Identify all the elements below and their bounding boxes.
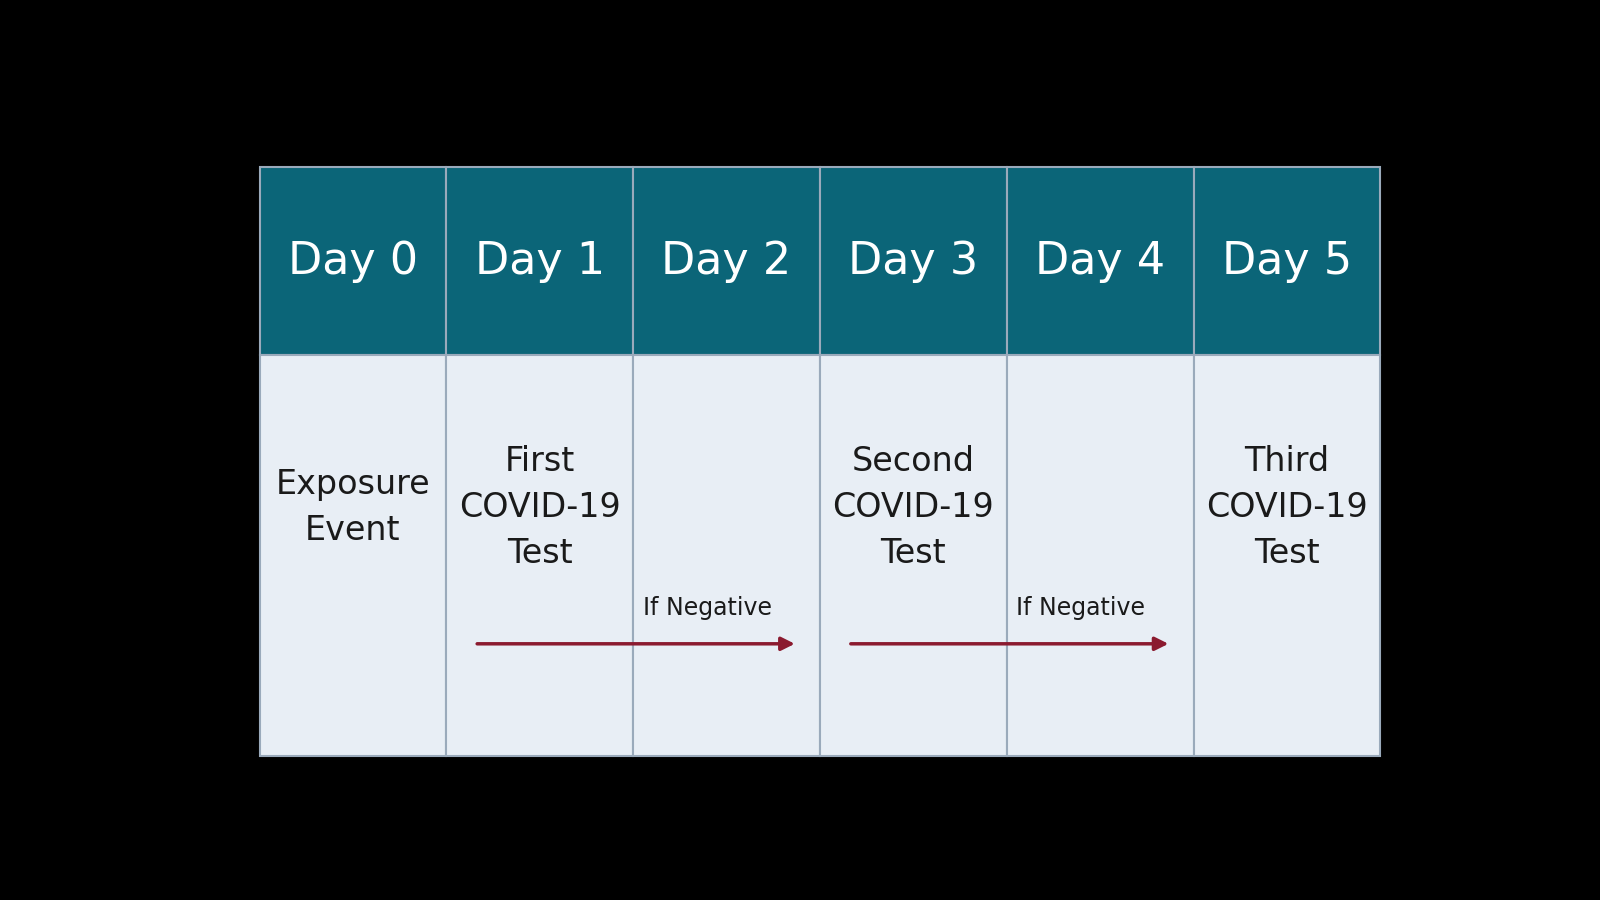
Bar — [259, 166, 446, 356]
Bar — [819, 356, 1006, 756]
Text: Day 5: Day 5 — [1222, 239, 1352, 283]
Text: Exposure
Event: Exposure Event — [275, 468, 430, 547]
Text: Day 2: Day 2 — [661, 239, 792, 283]
Text: Third
COVID-19
Test: Third COVID-19 Test — [1206, 446, 1368, 570]
Text: Day 4: Day 4 — [1035, 239, 1165, 283]
Bar — [259, 356, 446, 756]
Text: Day 3: Day 3 — [848, 239, 979, 283]
Text: If Negative: If Negative — [1016, 596, 1146, 619]
Bar — [1006, 356, 1194, 756]
Bar — [1194, 356, 1381, 756]
Text: If Negative: If Negative — [643, 596, 771, 619]
Bar — [1006, 166, 1194, 356]
Bar — [1194, 166, 1381, 356]
Text: Second
COVID-19
Test: Second COVID-19 Test — [832, 446, 994, 570]
Text: Day 1: Day 1 — [475, 239, 605, 283]
Bar — [634, 166, 819, 356]
Bar — [446, 356, 634, 756]
Text: First
COVID-19
Test: First COVID-19 Test — [459, 446, 621, 570]
Bar — [634, 356, 819, 756]
Bar — [819, 166, 1006, 356]
Bar — [446, 166, 634, 356]
Text: Day 0: Day 0 — [288, 239, 418, 283]
